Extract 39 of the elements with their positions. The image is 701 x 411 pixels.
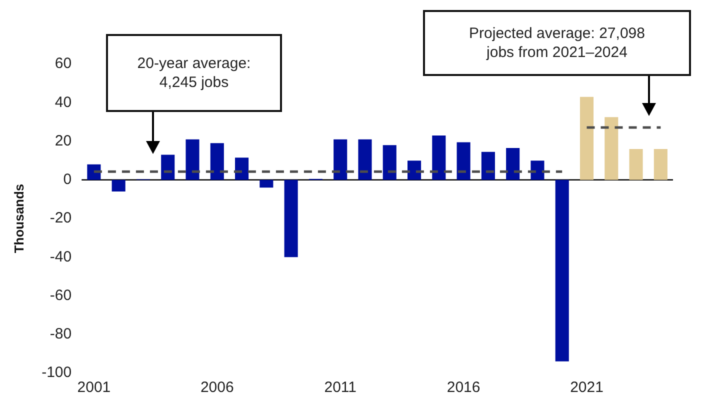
bar: [87, 164, 101, 180]
bar: [358, 139, 372, 180]
bar: [407, 160, 422, 180]
y-tick-label: 60: [54, 55, 72, 72]
bar: [432, 135, 446, 180]
bar: [456, 142, 470, 180]
x-tick-label: 2021: [570, 379, 604, 396]
x-tick-label: 2016: [446, 379, 480, 396]
bar: [654, 148, 668, 180]
bar: [186, 139, 200, 180]
x-tick-label: 2011: [324, 379, 356, 396]
bar: [112, 180, 126, 192]
bar: [555, 180, 569, 362]
callout-box: Projected average: 27,098 jobs from 2021–2024: [423, 10, 691, 76]
y-axis-title: Thousands: [11, 184, 26, 254]
bar: [161, 154, 175, 180]
bar: [260, 180, 274, 188]
y-tick-label: -60: [50, 286, 72, 304]
bar: [334, 139, 348, 180]
bar: [210, 143, 224, 180]
x-tick-label: 2006: [200, 379, 234, 396]
bar: [235, 158, 249, 180]
bar: [481, 152, 495, 180]
y-tick-label: 20: [54, 132, 72, 150]
x-tick-label: 2001: [77, 379, 111, 396]
y-tick-label: 0: [63, 171, 72, 188]
y-tick-label: -100: [42, 364, 72, 382]
bar: [604, 117, 618, 180]
bar: [284, 180, 298, 258]
bar: [580, 96, 594, 180]
bar: [530, 160, 544, 180]
bar: [506, 148, 520, 180]
y-tick-label: -20: [50, 210, 72, 227]
callout-box: 20-year average: 4,245 jobs: [106, 34, 282, 112]
y-tick-label: -40: [50, 248, 72, 266]
bar: [629, 148, 643, 180]
y-tick-label: -80: [50, 326, 72, 343]
y-tick-label: 40: [54, 94, 72, 111]
bar: [382, 145, 396, 180]
